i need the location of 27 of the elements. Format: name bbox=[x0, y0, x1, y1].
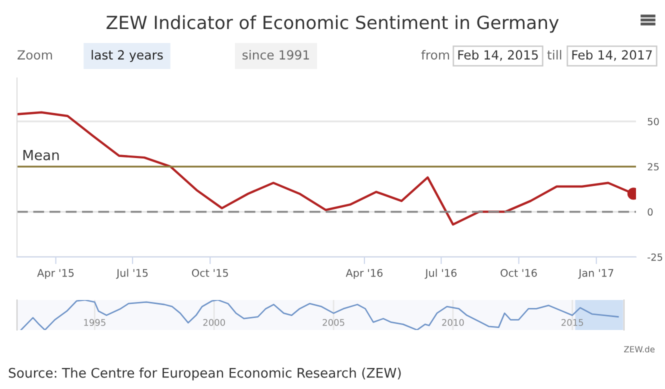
chart-title: ZEW Indicator of Economic Sentiment in Germany bbox=[106, 15, 559, 33]
source-note: Source: The Centre for European Economic Research (ZEW) bbox=[8, 368, 401, 380]
x-tick-label: Jul '15 bbox=[116, 268, 148, 279]
y-tick-label: 50 bbox=[648, 118, 659, 126]
ref-line-label: Mean bbox=[23, 150, 59, 160]
text: from bbox=[421, 50, 450, 60]
y-tick-label: 25 bbox=[648, 163, 659, 170]
x-tick-label: 2010 bbox=[442, 319, 464, 326]
x-tick-label: Oct '15 bbox=[192, 268, 228, 277]
x-tick-label: Jul '16 bbox=[424, 268, 457, 279]
x-tick-label: 2005 bbox=[322, 319, 344, 326]
text: ZEW.de bbox=[624, 346, 655, 352]
x-tick-label: Oct '16 bbox=[500, 268, 537, 277]
x-tick-label: Apr '16 bbox=[346, 268, 383, 279]
x-tick-label: Apr '15 bbox=[37, 269, 74, 279]
y-tick-label: -25 bbox=[648, 253, 662, 261]
y-tick-label: 0 bbox=[648, 208, 653, 216]
x-tick-label: 1995 bbox=[84, 319, 106, 326]
text: since 1991 bbox=[242, 50, 309, 60]
x-tick-label: 2000 bbox=[203, 319, 225, 326]
text: Feb 14, 2017 bbox=[572, 50, 652, 61]
text: last 2 years bbox=[92, 50, 163, 62]
x-tick-label: 2015 bbox=[562, 319, 584, 326]
text: till bbox=[547, 50, 562, 60]
text: Zoom bbox=[18, 50, 52, 60]
x-tick-label: Jan '17 bbox=[578, 269, 614, 279]
text: Feb 14, 2015 bbox=[458, 50, 538, 61]
